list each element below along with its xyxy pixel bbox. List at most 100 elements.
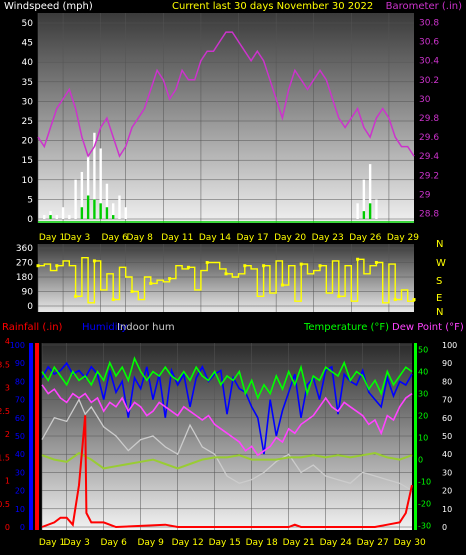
x-tick-label: Day 23 bbox=[312, 233, 344, 243]
wind-bar bbox=[99, 148, 102, 219]
y-tick-label-wind: 20 bbox=[22, 137, 34, 147]
wind-bar bbox=[362, 179, 366, 219]
x-tick-label: Day 30 bbox=[394, 538, 426, 548]
x-tick-label: Day 26 bbox=[349, 233, 381, 243]
y-tick-label-humidity: 10 bbox=[15, 505, 25, 514]
gust-bar bbox=[80, 207, 84, 219]
direction-point bbox=[412, 298, 416, 302]
compass-tick-label: N bbox=[436, 239, 443, 250]
y-tick-label-barometer: 28.8 bbox=[419, 209, 439, 219]
gust-bar bbox=[112, 215, 115, 219]
compass-tick-label: W bbox=[436, 258, 446, 269]
y-tick-label-barometer: 29 bbox=[419, 190, 431, 200]
y-tick-label-barometer: 29.2 bbox=[419, 171, 439, 181]
direction-point bbox=[393, 298, 397, 302]
direction-point bbox=[92, 259, 96, 263]
panel-wind-series bbox=[37, 31, 415, 223]
y-tick-label-barometer: 30.8 bbox=[419, 19, 439, 29]
x-tick-label: Day 3 bbox=[63, 538, 89, 548]
y-tick-label-humidity: 90 bbox=[15, 359, 25, 368]
wind-bar bbox=[118, 195, 121, 219]
legend-rainfall: Rainfall (.in) bbox=[2, 322, 63, 333]
direction-point bbox=[149, 281, 153, 285]
direction-point bbox=[186, 265, 190, 269]
y-tick-label-right-percent: 90 bbox=[442, 359, 452, 368]
direction-point bbox=[243, 264, 247, 268]
panel-direction-series bbox=[36, 257, 416, 304]
temp-axis-bar bbox=[414, 343, 417, 530]
wind-bar bbox=[124, 207, 127, 219]
y-tick-label-barometer: 30.4 bbox=[419, 57, 439, 67]
y-tick-label-rain: 0 bbox=[5, 523, 10, 532]
x-tick-label: Day 15 bbox=[209, 538, 241, 548]
x-tick-label: Day 18 bbox=[246, 538, 278, 548]
x-tick-label: Day 1 bbox=[39, 233, 65, 243]
y-tick-label-humidity: 80 bbox=[15, 377, 25, 386]
gust-bar bbox=[105, 207, 109, 219]
direction-point bbox=[299, 262, 303, 266]
y-tick-label-wind: 10 bbox=[22, 176, 34, 186]
gust-bar bbox=[49, 215, 52, 219]
direction-point bbox=[374, 261, 378, 264]
humidity-axis-bar bbox=[29, 343, 33, 530]
y-tick-label-wind: 5 bbox=[27, 195, 33, 205]
gust-bar bbox=[368, 203, 372, 219]
legend-humidity: Humidity bbox=[82, 322, 127, 333]
x-tick-label: Day 6 bbox=[101, 233, 128, 243]
x-tick-label: Day 11 bbox=[161, 233, 193, 243]
header-right: Barometer (.in) bbox=[386, 1, 462, 12]
y-tick-label-right-percent: 10 bbox=[442, 505, 452, 514]
direction-point bbox=[111, 298, 115, 302]
y-tick-label-right-percent: 40 bbox=[442, 450, 452, 459]
legend-dew-point: Dew Point (°F) bbox=[392, 322, 464, 333]
x-tick-label: Day 12 bbox=[172, 538, 204, 548]
y-tick-label-temperature: 20 bbox=[418, 412, 428, 421]
y-tick-label-right-percent: 100 bbox=[442, 341, 457, 350]
wind-bar bbox=[368, 164, 372, 219]
x-tick-label: Day 6 bbox=[100, 538, 127, 548]
direction-point bbox=[262, 264, 266, 268]
y-tick-label-barometer: 29.4 bbox=[419, 152, 439, 162]
wind-bar bbox=[55, 215, 58, 219]
y-tick-label-temperature: -30 bbox=[418, 522, 431, 531]
x-tick-label: Day 9 bbox=[137, 538, 164, 548]
wind-bar bbox=[105, 183, 109, 219]
direction-line bbox=[38, 257, 415, 304]
header-left: Windspeed (mph) bbox=[4, 1, 93, 12]
y-tick-label-direction: 0 bbox=[27, 302, 33, 312]
indoor-temp-line bbox=[41, 451, 413, 470]
direction-point bbox=[74, 294, 78, 298]
y-tick-label-direction: 360 bbox=[16, 244, 33, 254]
y-tick-label-direction: 90 bbox=[22, 288, 34, 298]
y-tick-label-wind: 40 bbox=[22, 58, 34, 68]
y-tick-label-wind: 45 bbox=[22, 39, 33, 49]
y-tick-label-humidity: 20 bbox=[15, 487, 25, 496]
y-tick-label-barometer: 30 bbox=[419, 95, 431, 105]
y-tick-label-right-percent: 70 bbox=[442, 396, 452, 405]
gust-bar bbox=[362, 211, 366, 219]
direction-point bbox=[280, 283, 284, 287]
x-tick-label: Day 27 bbox=[357, 538, 389, 548]
y-tick-label-humidity: 30 bbox=[15, 468, 25, 477]
dew-point-line bbox=[41, 384, 413, 457]
gust-bar bbox=[93, 199, 96, 219]
y-tick-label-temperature: 40 bbox=[418, 368, 428, 377]
y-tick-label-humidity: 50 bbox=[15, 432, 25, 441]
compass-tick-label: E bbox=[436, 293, 442, 304]
y-tick-label-rain: 0.5 bbox=[0, 500, 10, 509]
y-tick-label-right-percent: 50 bbox=[442, 432, 452, 441]
rainfall-line bbox=[41, 415, 413, 529]
y-tick-label-barometer: 30.2 bbox=[419, 76, 439, 86]
y-tick-label-barometer: 29.8 bbox=[419, 114, 439, 124]
y-tick-label-wind: 30 bbox=[22, 97, 34, 107]
direction-point bbox=[224, 272, 228, 276]
y-tick-label-wind: 25 bbox=[22, 117, 33, 127]
y-tick-label-direction: 270 bbox=[16, 259, 33, 269]
x-tick-label: Day 14 bbox=[199, 233, 231, 243]
y-tick-label-temperature: 30 bbox=[418, 390, 428, 399]
direction-point bbox=[337, 294, 341, 298]
wind-bar bbox=[80, 171, 84, 219]
wind-bar bbox=[74, 179, 77, 219]
direction-point bbox=[36, 264, 40, 268]
